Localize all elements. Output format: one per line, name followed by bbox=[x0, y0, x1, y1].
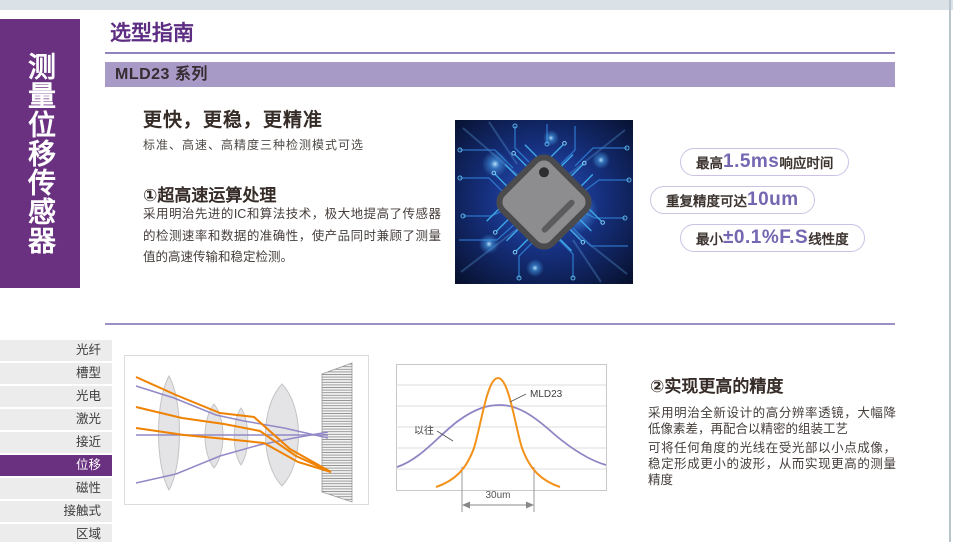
mld23-callout-line bbox=[509, 393, 527, 403]
section2-paragraph2: 可将任何角度的光线在受光部以小点成像，稳定形成更小的波形，从而实现更高的测量精度 bbox=[648, 440, 896, 488]
badge-value: 1.5ms bbox=[723, 151, 780, 172]
orange-rays bbox=[135, 376, 332, 473]
chip-stripe bbox=[541, 199, 575, 233]
lens-optics-diagram bbox=[124, 355, 369, 505]
page-right-border bbox=[949, 0, 951, 542]
glow-spot bbox=[543, 130, 559, 146]
glow-spot bbox=[526, 259, 544, 277]
arrowhead-right bbox=[526, 501, 534, 509]
category-vertical-title: 测量位移传感器 bbox=[25, 52, 56, 255]
section-divider bbox=[105, 323, 895, 325]
badge-value: 10um bbox=[747, 189, 799, 210]
page-title: 选型指南 bbox=[110, 22, 194, 45]
glow-spot bbox=[482, 151, 508, 177]
arrowhead-left bbox=[462, 501, 470, 509]
badge-prefix: 最小 bbox=[696, 232, 723, 247]
legacy-curve bbox=[396, 404, 607, 468]
badge-prefix: 最高 bbox=[696, 156, 723, 171]
legacy-curve-label: 以往 bbox=[414, 424, 434, 437]
badge-linearity: 最小 ±0.1%F.S 线性度 bbox=[680, 224, 865, 252]
glow-spot bbox=[479, 234, 499, 254]
waveform-comparison-chart: MLD23 以往 30um bbox=[396, 364, 607, 512]
intro-subline: 标准、高速、高精度三种检测模式可选 bbox=[143, 138, 365, 152]
badge-suffix: 响应时间 bbox=[779, 156, 834, 171]
series-banner: MLD23 系列 bbox=[105, 62, 895, 87]
sidebar-item-fiber[interactable]: 光纤 bbox=[0, 340, 112, 361]
section1-title: ①超高速运算处理 bbox=[143, 186, 277, 205]
chip-body bbox=[496, 154, 592, 250]
sidebar-item-laser[interactable]: 激光 bbox=[0, 409, 112, 430]
sidebar-item-area[interactable]: 区域 bbox=[0, 524, 112, 542]
badge-response-time: 最高 1.5ms 响应时间 bbox=[680, 148, 850, 176]
badge-prefix: 重复精度可达 bbox=[666, 194, 747, 209]
purple-rays bbox=[135, 385, 329, 484]
mld23-curve bbox=[435, 376, 561, 488]
category-vertical-banner: 测量位移传感器 bbox=[0, 19, 80, 288]
section2-paragraph1: 采用明治全新设计的高分辨率透镜，大幅降低像素差，再配合以精密的组装工艺 bbox=[648, 406, 896, 437]
series-banner-label: MLD23 系列 bbox=[115, 66, 208, 83]
sidebar-item-contact[interactable]: 接触式 bbox=[0, 501, 112, 522]
legacy-callout-line bbox=[436, 430, 454, 442]
sidebar-item-photoelectric[interactable]: 光电 bbox=[0, 386, 112, 407]
sidebar-item-proximity[interactable]: 接近 bbox=[0, 432, 112, 453]
sensor-screen bbox=[321, 362, 353, 503]
glow-spot bbox=[592, 151, 610, 169]
chip-circuit-image bbox=[455, 120, 633, 284]
chip-pins bbox=[486, 144, 602, 252]
section2-body: 采用明治全新设计的高分辨率透镜，大幅降低像素差，再配合以精密的组装工艺 可将任何… bbox=[648, 405, 896, 490]
pin-ends bbox=[491, 141, 605, 255]
title-underline bbox=[105, 52, 895, 54]
sidebar-item-slot[interactable]: 槽型 bbox=[0, 363, 112, 384]
sidebar-item-magnetic[interactable]: 磁性 bbox=[0, 478, 112, 499]
section1-body: 采用明治先进的IC和算法技术，极大地提高了传感器的检测速率和数据的准确性，使产品… bbox=[143, 207, 441, 264]
badge-repeatability: 重复精度可达 10um bbox=[650, 186, 815, 214]
top-accent-bar bbox=[0, 0, 953, 10]
width-annotation-label: 30um bbox=[485, 490, 510, 501]
sensor-type-nav: 光纤 槽型 光电 激光 接近 位移 磁性 接触式 区域 bbox=[0, 340, 112, 542]
badge-suffix: 线性度 bbox=[808, 232, 849, 247]
badge-value: ±0.1%F.S bbox=[723, 227, 809, 248]
ic-chip bbox=[486, 141, 605, 255]
mld23-curve-label: MLD23 bbox=[530, 389, 563, 400]
section2-title: ②实现更高的精度 bbox=[650, 377, 784, 396]
intro-headline: 更快，更稳，更精准 bbox=[143, 110, 324, 131]
chip-pin1-dot bbox=[539, 167, 549, 178]
sidebar-item-displacement[interactable]: 位移 bbox=[0, 455, 112, 476]
